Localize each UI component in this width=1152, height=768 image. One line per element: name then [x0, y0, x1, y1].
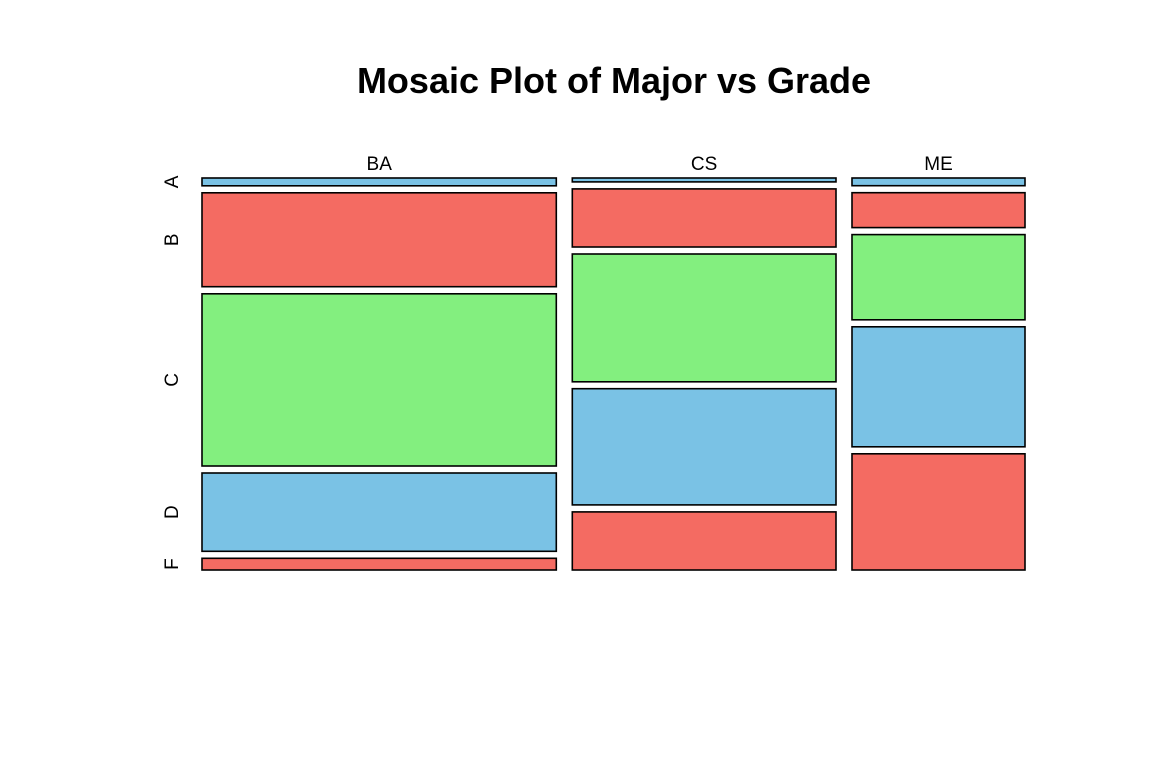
cell-me-b: [851, 191, 1026, 229]
cell-me-a: [851, 177, 1026, 187]
cell-ba-c: [201, 292, 558, 467]
row-labels: A B C D F: [162, 175, 183, 570]
chart-title: Mosaic Plot of Major vs Grade: [357, 60, 871, 101]
column-label-me: ME: [924, 154, 953, 175]
column-labels: BA CS ME: [367, 154, 953, 175]
column-label-cs: CS: [691, 154, 717, 175]
cell-ba-d: [201, 472, 558, 553]
row-label-b: B: [162, 233, 183, 246]
cell-me-f: [851, 452, 1026, 571]
cell-cs-a: [571, 177, 837, 183]
cell-ba-a: [201, 177, 558, 187]
cell-ba-f: [201, 557, 558, 571]
cell-cs-c: [571, 253, 837, 383]
row-label-f: F: [162, 558, 183, 570]
cell-me-d: [851, 325, 1026, 448]
row-label-d: D: [162, 505, 183, 519]
cell-cs-d: [571, 387, 837, 506]
column-label-ba: BA: [367, 154, 393, 175]
cell-cs-f: [571, 511, 837, 571]
row-label-a: A: [162, 175, 183, 188]
mosaic-cells: [201, 177, 1026, 571]
cell-cs-b: [571, 188, 837, 248]
row-label-c: C: [162, 373, 183, 387]
cell-me-c: [851, 233, 1026, 321]
cell-ba-b: [201, 192, 558, 288]
